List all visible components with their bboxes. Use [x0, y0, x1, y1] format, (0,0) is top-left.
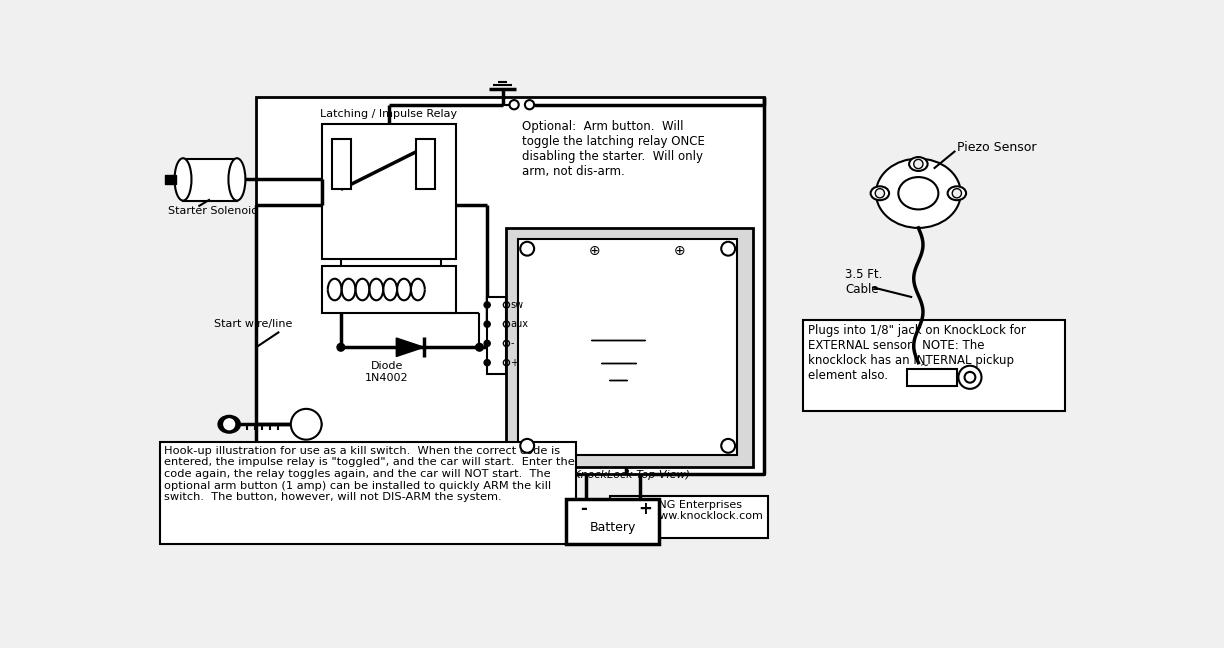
Bar: [907, 369, 957, 386]
Circle shape: [337, 343, 345, 351]
Text: Plugs into 1/8" jack on KnockLock for
EXTERNAL sensor.  NOTE: The
knocklock has : Plugs into 1/8" jack on KnockLock for EX…: [808, 324, 1026, 382]
Text: Piezo Sensor: Piezo Sensor: [957, 141, 1037, 154]
Circle shape: [476, 343, 483, 351]
Ellipse shape: [870, 187, 889, 200]
Ellipse shape: [876, 159, 961, 228]
Circle shape: [483, 340, 491, 347]
Circle shape: [721, 439, 736, 453]
Bar: [567, 499, 659, 544]
Bar: [416, 139, 435, 189]
Text: ⊕: ⊕: [674, 244, 685, 258]
Bar: [803, 320, 1065, 411]
Text: -: -: [510, 338, 514, 349]
Text: aux: aux: [510, 319, 529, 329]
Circle shape: [914, 159, 923, 168]
Polygon shape: [397, 338, 424, 356]
Text: sw: sw: [510, 300, 524, 310]
Text: Keyswitch: Keyswitch: [244, 443, 300, 454]
Text: +: +: [638, 500, 652, 518]
Text: +: +: [510, 358, 518, 367]
Circle shape: [875, 189, 885, 198]
Bar: [518, 240, 737, 455]
Text: Optional:  Arm button.  Will
toggle the latching relay ONCE
disabling the starte: Optional: Arm button. Will toggle the la…: [521, 120, 705, 178]
Bar: [184, 159, 237, 201]
Circle shape: [483, 302, 491, 308]
Ellipse shape: [947, 187, 966, 200]
Ellipse shape: [909, 157, 928, 171]
Text: (KnockLock Top View): (KnockLock Top View): [569, 470, 690, 480]
Circle shape: [958, 365, 982, 389]
Bar: [165, 175, 176, 184]
Circle shape: [483, 360, 491, 365]
Text: 3.5 Ft.
Cable: 3.5 Ft. Cable: [846, 268, 883, 295]
Circle shape: [952, 189, 962, 198]
Ellipse shape: [175, 158, 191, 201]
Bar: [611, 496, 769, 538]
Text: ⊕: ⊕: [589, 244, 601, 258]
Circle shape: [224, 419, 235, 430]
Text: RISING Enterprises
http://www.knocklock.com: RISING Enterprises http://www.knocklock.…: [616, 500, 763, 522]
Bar: [322, 124, 457, 259]
Text: Diode
1N4002: Diode 1N4002: [365, 361, 409, 383]
Ellipse shape: [229, 158, 245, 201]
Bar: [256, 97, 764, 474]
Bar: [487, 297, 507, 374]
Circle shape: [483, 321, 491, 327]
Text: Starter Solenoid: Starter Solenoid: [168, 206, 258, 216]
Bar: [322, 266, 457, 312]
Bar: [332, 139, 351, 189]
Ellipse shape: [218, 416, 240, 433]
Text: Battery: Battery: [590, 520, 635, 533]
Circle shape: [520, 242, 534, 255]
Text: Hook-up illustration for use as a kill switch.  When the correct code is
entered: Hook-up illustration for use as a kill s…: [164, 446, 574, 502]
Bar: [507, 228, 753, 467]
Text: -: -: [580, 500, 586, 518]
Text: Start wire/line: Start wire/line: [214, 319, 293, 329]
Circle shape: [721, 242, 736, 255]
Text: ~: ~: [920, 361, 929, 371]
Circle shape: [520, 439, 534, 453]
Circle shape: [291, 409, 322, 439]
Bar: [160, 442, 575, 544]
Text: Latching / Impulse Relay: Latching / Impulse Relay: [319, 109, 457, 119]
